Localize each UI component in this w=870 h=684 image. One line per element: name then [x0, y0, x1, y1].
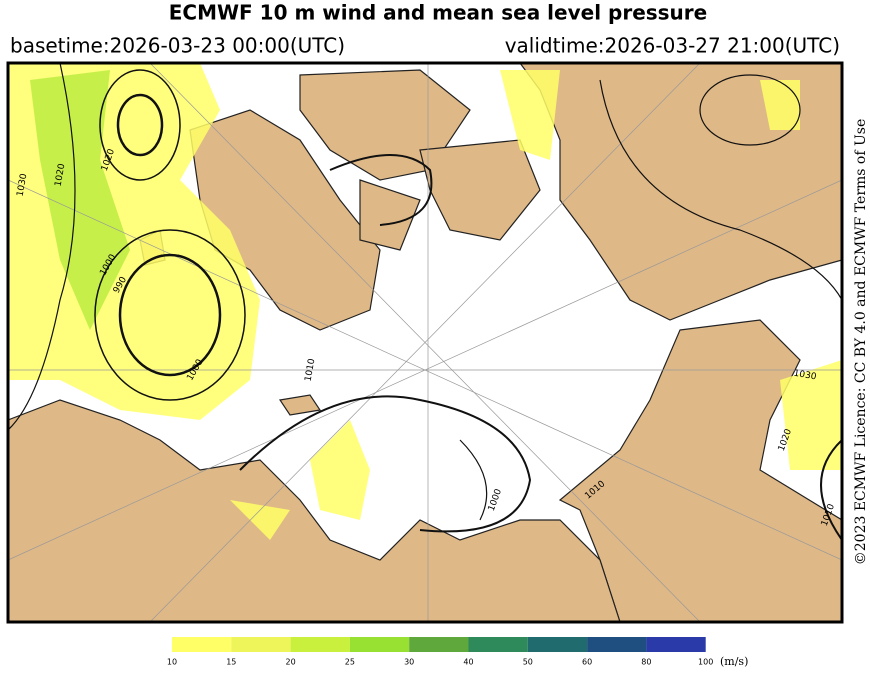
colorbar-swatch: [409, 637, 469, 652]
wind-shading-strong: [30, 70, 130, 330]
graticule: [8, 63, 842, 622]
colorbar-tick-label: 80: [641, 658, 651, 667]
colorbar-tick-label: 15: [226, 658, 236, 667]
contour-label: 1030: [16, 173, 30, 198]
colorbar: 10 15 20 25 30 40 50 60 80 100: [167, 637, 713, 667]
colorbar-unit: (m/s): [720, 655, 748, 668]
title: ECMWF 10 m wind and mean sea level press…: [169, 1, 707, 25]
map-frame: [6, 61, 844, 624]
colorbar-tick-label: 60: [582, 658, 592, 667]
contour-label: 1010: [304, 358, 318, 383]
colorbar-swatch: [468, 637, 528, 652]
validtime: validtime:2026-03-27 21:00(UTC): [505, 34, 840, 58]
colorbar-tick-label: 50: [523, 658, 533, 667]
colorbar-swatch: [646, 637, 706, 652]
colorbar-swatch: [527, 637, 588, 652]
colorbar-tick-label: 20: [286, 658, 296, 667]
contour-label: 1030: [793, 369, 818, 383]
basetime: basetime:2026-03-23 00:00(UTC): [10, 34, 345, 58]
colorbar-tick-label: 30: [404, 658, 414, 667]
isobars: [8, 63, 842, 541]
colorbar-tick-label: 100: [698, 658, 713, 667]
licence: ©2023 ECMWF Licence: CC BY 4.0 and ECMWF…: [853, 119, 869, 566]
colorbar-swatch: [587, 637, 647, 652]
colorbar-swatch: [349, 637, 410, 652]
colorbar-tick-label: 40: [463, 658, 473, 667]
contour-label: 1020: [54, 163, 68, 188]
colorbar-swatch: [290, 637, 350, 652]
colorbar-tick-label: 25: [345, 658, 355, 667]
colorbar-swatch: [231, 637, 291, 652]
colorbar-swatch: [172, 637, 232, 652]
colorbar-tick-label: 10: [167, 658, 177, 667]
